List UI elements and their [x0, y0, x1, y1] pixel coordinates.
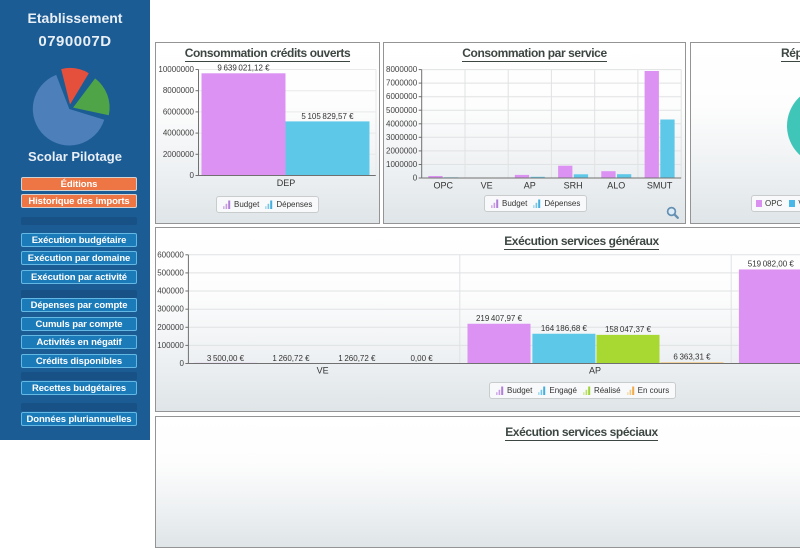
- svg-text:300000: 300000: [157, 305, 184, 314]
- svg-text:6000000: 6000000: [163, 107, 195, 116]
- svg-text:164 186,68 €: 164 186,68 €: [541, 324, 588, 333]
- svg-text:OPC: OPC: [434, 181, 454, 191]
- svg-text:0: 0: [413, 174, 418, 183]
- svg-text:3 500,00 €: 3 500,00 €: [207, 354, 245, 363]
- svg-text:500000: 500000: [157, 268, 184, 277]
- svg-text:3000000: 3000000: [386, 133, 418, 142]
- svg-text:0: 0: [179, 359, 184, 368]
- svg-text:8000000: 8000000: [163, 86, 195, 95]
- svg-text:DEP: DEP: [277, 178, 296, 188]
- svg-text:2000000: 2000000: [163, 150, 195, 159]
- svg-text:400000: 400000: [157, 287, 184, 296]
- svg-text:519 082,00 €: 519 082,00 €: [748, 260, 795, 269]
- svg-text:ALO: ALO: [607, 181, 625, 191]
- svg-text:4000000: 4000000: [386, 119, 418, 128]
- svg-text:219 407,97 €: 219 407,97 €: [476, 314, 523, 323]
- svg-text:10000000: 10000000: [158, 65, 194, 74]
- svg-text:9 639 021,12 €: 9 639 021,12 €: [217, 63, 270, 72]
- svg-text:200000: 200000: [157, 323, 184, 332]
- svg-text:100000: 100000: [157, 341, 184, 350]
- svg-text:2000000: 2000000: [386, 146, 418, 155]
- svg-text:6 363,31 €: 6 363,31 €: [673, 352, 711, 361]
- svg-text:600000: 600000: [157, 250, 184, 259]
- svg-text:5000000: 5000000: [386, 106, 418, 115]
- svg-text:SRH: SRH: [564, 181, 583, 191]
- svg-text:VE: VE: [481, 181, 493, 191]
- svg-text:SMUT: SMUT: [647, 181, 673, 191]
- svg-text:6000000: 6000000: [386, 92, 418, 101]
- svg-text:8000000: 8000000: [386, 65, 418, 74]
- svg-text:AP: AP: [589, 366, 601, 376]
- svg-text:1000000: 1000000: [386, 160, 418, 169]
- svg-text:AP: AP: [524, 181, 536, 191]
- svg-text:7000000: 7000000: [386, 79, 418, 88]
- svg-text:1 260,72 €: 1 260,72 €: [338, 354, 376, 363]
- svg-text:VE: VE: [317, 366, 329, 376]
- svg-text:158 047,37 €: 158 047,37 €: [605, 325, 652, 334]
- svg-text:1 260,72 €: 1 260,72 €: [272, 354, 310, 363]
- svg-text:5 105 829,57 €: 5 105 829,57 €: [301, 112, 354, 121]
- svg-text:4000000: 4000000: [163, 129, 195, 138]
- svg-text:0,00 €: 0,00 €: [410, 354, 433, 363]
- svg-text:0: 0: [190, 171, 195, 180]
